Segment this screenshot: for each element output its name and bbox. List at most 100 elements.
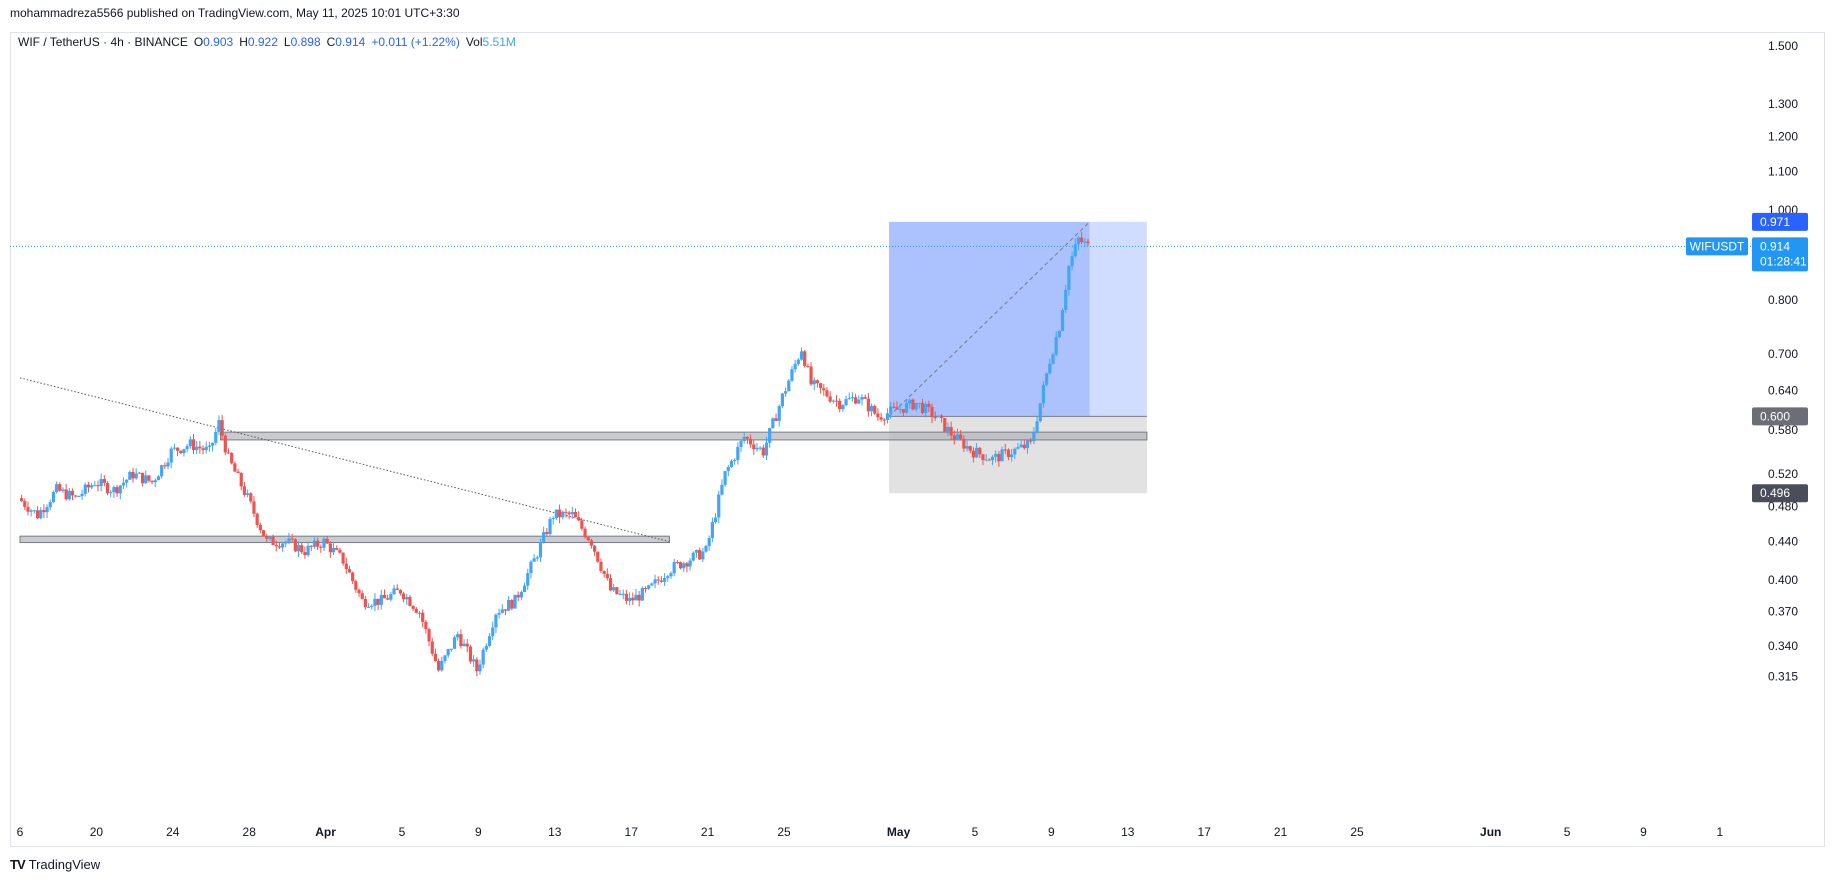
candle-body bbox=[933, 417, 937, 419]
candle-body bbox=[634, 594, 638, 601]
candle-body bbox=[363, 598, 367, 607]
candle-body bbox=[822, 388, 826, 391]
candle-body bbox=[242, 486, 247, 495]
candle-body bbox=[962, 438, 966, 449]
candle-body bbox=[1045, 373, 1049, 385]
candle-body bbox=[666, 576, 670, 578]
x-tick-label: 5 bbox=[1564, 825, 1571, 839]
candle-body bbox=[628, 597, 632, 601]
candle-body bbox=[586, 537, 590, 541]
x-tick-label: 28 bbox=[243, 825, 257, 839]
candle-body bbox=[1083, 241, 1087, 243]
candle-body bbox=[551, 518, 555, 520]
candle-body bbox=[144, 475, 148, 484]
candle-body bbox=[618, 593, 622, 595]
chart-frame bbox=[10, 32, 1825, 847]
candle-body bbox=[526, 573, 530, 586]
candle-body bbox=[510, 600, 514, 609]
last-price-badge bbox=[1752, 237, 1808, 272]
candle-body bbox=[892, 406, 896, 408]
target-badge-text: 0.971 bbox=[1760, 215, 1790, 229]
candle-body bbox=[424, 621, 428, 630]
candle-body bbox=[45, 507, 49, 513]
candle-body bbox=[866, 398, 870, 412]
candle-body bbox=[726, 467, 730, 472]
candle-body bbox=[204, 446, 208, 451]
candle-body bbox=[831, 400, 835, 402]
legend-close-label: C bbox=[326, 35, 336, 49]
candle-body bbox=[265, 536, 269, 539]
candle-body bbox=[704, 545, 708, 552]
candle-body bbox=[1086, 241, 1090, 244]
y-tick-label: 1.200 bbox=[1768, 129, 1798, 143]
candle-body bbox=[691, 552, 695, 561]
candle-body bbox=[806, 366, 810, 368]
candle-body bbox=[519, 592, 523, 598]
x-tick-label: 1 bbox=[1717, 825, 1724, 839]
x-tick-label: 13 bbox=[548, 825, 562, 839]
candle-body bbox=[984, 459, 988, 461]
candle-body bbox=[898, 409, 902, 411]
legend-symbol[interactable]: WIF / TetherUS · 4h · BINANCE bbox=[18, 35, 188, 49]
candle-body bbox=[29, 510, 33, 512]
candle-body bbox=[793, 363, 797, 370]
candle-body bbox=[971, 450, 976, 458]
candle-body bbox=[125, 479, 129, 483]
candle-body bbox=[1016, 447, 1020, 449]
candle-body bbox=[624, 593, 629, 601]
candle-body bbox=[452, 637, 457, 649]
x-tick-label: 24 bbox=[166, 825, 180, 839]
candle-body bbox=[214, 431, 218, 443]
candle-body bbox=[443, 655, 447, 661]
candle-body bbox=[532, 558, 536, 562]
candle-body bbox=[548, 518, 552, 535]
x-tick-label: 21 bbox=[1274, 825, 1288, 839]
candle-body bbox=[1048, 363, 1052, 374]
candle-body bbox=[844, 399, 848, 406]
candle-body bbox=[230, 453, 234, 464]
x-tick-label: 13 bbox=[1121, 825, 1135, 839]
candle-body bbox=[943, 418, 947, 432]
candle-body bbox=[80, 493, 84, 497]
footer-brand[interactable]: TV TradingView bbox=[10, 857, 100, 872]
candle-body bbox=[478, 664, 482, 672]
x-tick-label: 25 bbox=[1350, 825, 1364, 839]
candle-body bbox=[974, 447, 979, 458]
candle-body bbox=[392, 588, 396, 595]
y-tick-label: 1.300 bbox=[1768, 97, 1798, 111]
candle-body bbox=[752, 444, 756, 450]
candle-body bbox=[93, 485, 97, 487]
candle-body bbox=[188, 439, 192, 447]
candle-body bbox=[344, 563, 348, 570]
candle-body bbox=[484, 645, 488, 650]
candle-body bbox=[557, 509, 562, 518]
legend-volume-value: 5.51M bbox=[482, 35, 516, 49]
candle-body bbox=[26, 506, 30, 512]
candle-body bbox=[360, 593, 364, 599]
candle-body bbox=[1032, 432, 1036, 442]
candle-body bbox=[64, 489, 68, 500]
candle-body bbox=[968, 446, 972, 451]
candle-body bbox=[583, 528, 587, 538]
candle-body bbox=[538, 542, 543, 558]
candle-body bbox=[936, 415, 940, 418]
candle-body bbox=[780, 393, 785, 407]
candle-body bbox=[771, 418, 775, 429]
candle-body bbox=[507, 600, 511, 611]
candle-body bbox=[137, 472, 141, 474]
candle-body bbox=[277, 546, 282, 548]
last-price-badge-text: 0.914 bbox=[1760, 239, 1790, 253]
x-tick-label: 9 bbox=[475, 825, 482, 839]
candle-body bbox=[405, 597, 409, 600]
candle-body bbox=[134, 473, 138, 479]
candle-body bbox=[217, 420, 221, 432]
candle-body bbox=[191, 439, 196, 451]
candle-body bbox=[1041, 384, 1046, 404]
candle-body bbox=[70, 490, 75, 496]
candle-body bbox=[128, 472, 132, 480]
candle-body bbox=[621, 593, 625, 595]
candle-body bbox=[223, 435, 227, 453]
candle-body bbox=[233, 463, 237, 472]
candle-body bbox=[249, 493, 253, 502]
